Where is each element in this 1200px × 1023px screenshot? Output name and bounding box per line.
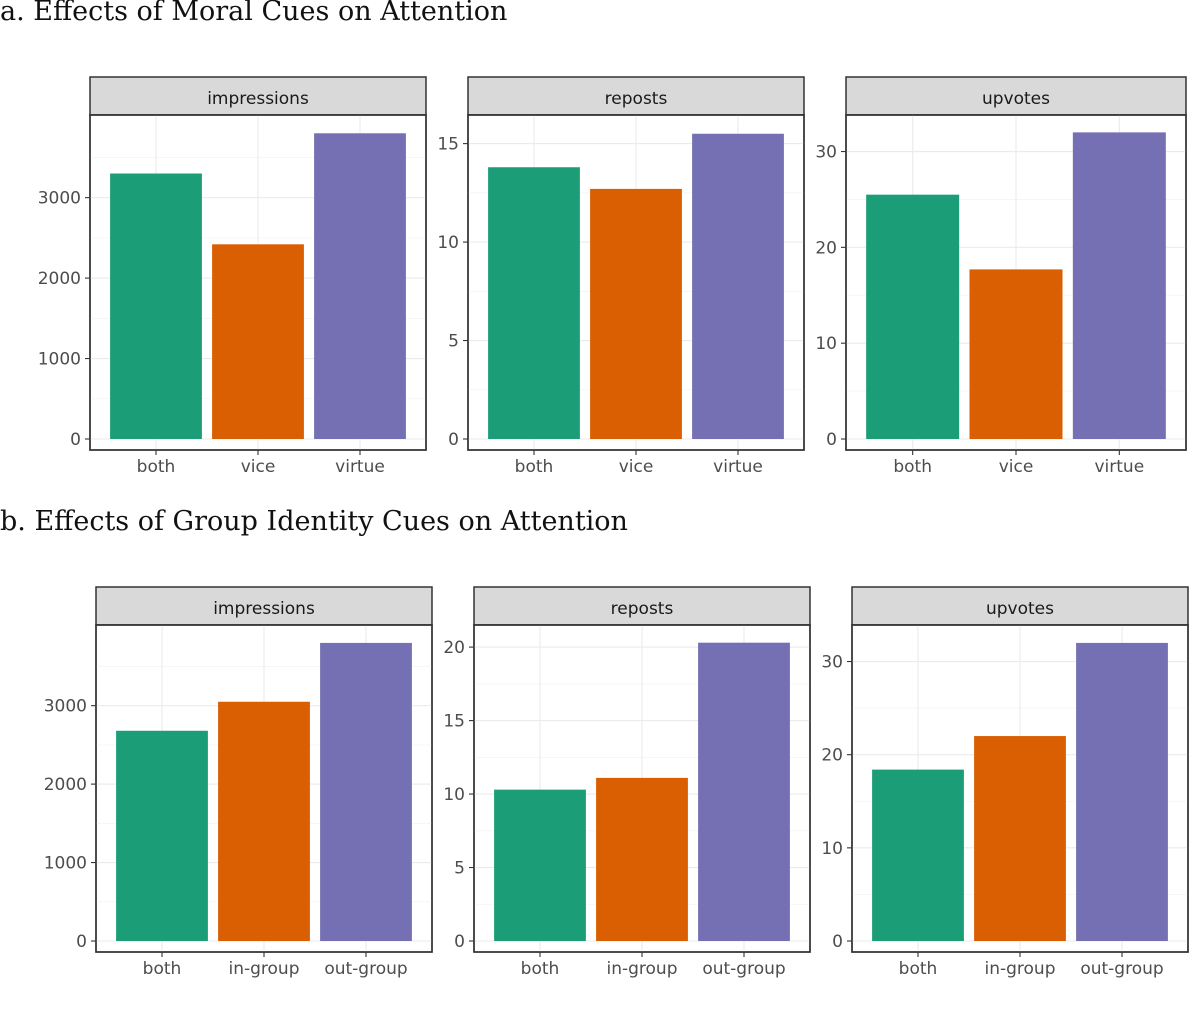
y-tick-label: 0 bbox=[826, 430, 837, 450]
facet-label: upvotes bbox=[986, 599, 1054, 619]
y-tick-label: 20 bbox=[443, 638, 465, 658]
y-tick-label: 1000 bbox=[44, 854, 87, 874]
x-tick-label: vice bbox=[619, 457, 654, 477]
y-tick-label: 10 bbox=[821, 839, 843, 859]
y-tick-label: 10 bbox=[815, 334, 837, 354]
y-tick-label: 30 bbox=[821, 653, 843, 673]
bar-in-group bbox=[974, 736, 1066, 941]
bar-out-group bbox=[320, 642, 412, 941]
panel-b-upvotes: upvotes 0 10 20 30 both in-group out-group bbox=[821, 586, 1189, 979]
x-tick-label: virtue bbox=[1094, 457, 1144, 477]
y-tick-label: 15 bbox=[443, 712, 465, 732]
y-tick-label: 0 bbox=[832, 932, 843, 952]
y-tick-label: 1000 bbox=[38, 350, 81, 370]
x-tick-label: out-group bbox=[1080, 959, 1163, 979]
y-tick-label: 2000 bbox=[44, 775, 87, 795]
panel-a-impressions: impressions 0 1000 2000 3000 both vice virtue bbox=[38, 76, 427, 477]
x-tick-label: in-group bbox=[228, 959, 299, 979]
bar-both bbox=[488, 167, 580, 439]
facet-strip bbox=[95, 586, 433, 626]
x-tick-label: vice bbox=[999, 457, 1034, 477]
bar-in-group bbox=[218, 701, 310, 941]
y-tick-label: 0 bbox=[454, 932, 465, 952]
bar-vice bbox=[212, 244, 304, 439]
facet-strip bbox=[473, 586, 811, 626]
x-tick-label: both bbox=[521, 959, 560, 979]
x-tick-label: both bbox=[515, 457, 554, 477]
y-tick-label: 0 bbox=[76, 932, 87, 952]
x-tick-label: vice bbox=[241, 457, 276, 477]
section-title-a: a. Effects of Moral Cues on Attention bbox=[0, 0, 508, 27]
facet-label: reposts bbox=[611, 599, 674, 619]
bar-out-group bbox=[1076, 642, 1168, 941]
x-tick-label: out-group bbox=[702, 959, 785, 979]
y-tick-label: 20 bbox=[815, 238, 837, 258]
y-tick-label: 15 bbox=[437, 135, 459, 155]
bar-both bbox=[110, 173, 202, 439]
x-tick-label: in-group bbox=[606, 959, 677, 979]
x-tick-label: virtue bbox=[713, 457, 763, 477]
x-tick-label: both bbox=[137, 457, 176, 477]
panel-b-impressions: impressions 0 1000 2000 3000 both in-group out-… bbox=[44, 586, 433, 979]
y-tick-label: 3000 bbox=[38, 189, 81, 209]
bar-virtue bbox=[314, 133, 406, 440]
panel-a-upvotes: upvotes 0 10 20 30 both vice virtue bbox=[815, 76, 1187, 477]
x-tick-label: virtue bbox=[335, 457, 385, 477]
bar-in-group bbox=[596, 777, 688, 941]
y-tick-label: 5 bbox=[454, 859, 465, 879]
panel-a-reposts: reposts 0 5 10 15 both vice virtue bbox=[437, 76, 805, 477]
facet-label: upvotes bbox=[982, 89, 1050, 109]
y-tick-label: 2000 bbox=[38, 269, 81, 289]
bar-both bbox=[116, 730, 208, 941]
section-title-b: b. Effects of Group Identity Cues on Att… bbox=[0, 506, 628, 537]
facet-strip bbox=[851, 586, 1189, 626]
facet-label: impressions bbox=[213, 599, 315, 619]
y-tick-label: 30 bbox=[815, 143, 837, 163]
facet-label: reposts bbox=[605, 89, 668, 109]
bar-both bbox=[494, 789, 586, 941]
bar-vice bbox=[590, 188, 682, 439]
bar-virtue bbox=[1072, 132, 1166, 439]
y-tick-label: 10 bbox=[437, 233, 459, 253]
x-tick-label: both bbox=[899, 959, 938, 979]
y-tick-label: 0 bbox=[448, 430, 459, 450]
x-tick-label: out-group bbox=[324, 959, 407, 979]
x-tick-label: both bbox=[893, 457, 932, 477]
y-tick-label: 10 bbox=[443, 785, 465, 805]
bar-virtue bbox=[692, 133, 784, 439]
y-tick-label: 0 bbox=[70, 430, 81, 450]
x-tick-label: in-group bbox=[984, 959, 1055, 979]
x-tick-label: both bbox=[143, 959, 182, 979]
facet-strip bbox=[845, 76, 1187, 116]
y-tick-label: 5 bbox=[448, 332, 459, 352]
bar-vice bbox=[969, 269, 1063, 439]
panel-b-reposts: reposts 0 5 10 15 20 both in-group out-group bbox=[443, 586, 811, 979]
y-tick-label: 20 bbox=[821, 746, 843, 766]
bar-both bbox=[866, 194, 960, 439]
bar-out-group bbox=[698, 642, 790, 941]
facet-strip bbox=[467, 76, 805, 116]
facet-label: impressions bbox=[207, 89, 309, 109]
bar-both bbox=[872, 769, 964, 941]
y-tick-label: 3000 bbox=[44, 697, 87, 717]
